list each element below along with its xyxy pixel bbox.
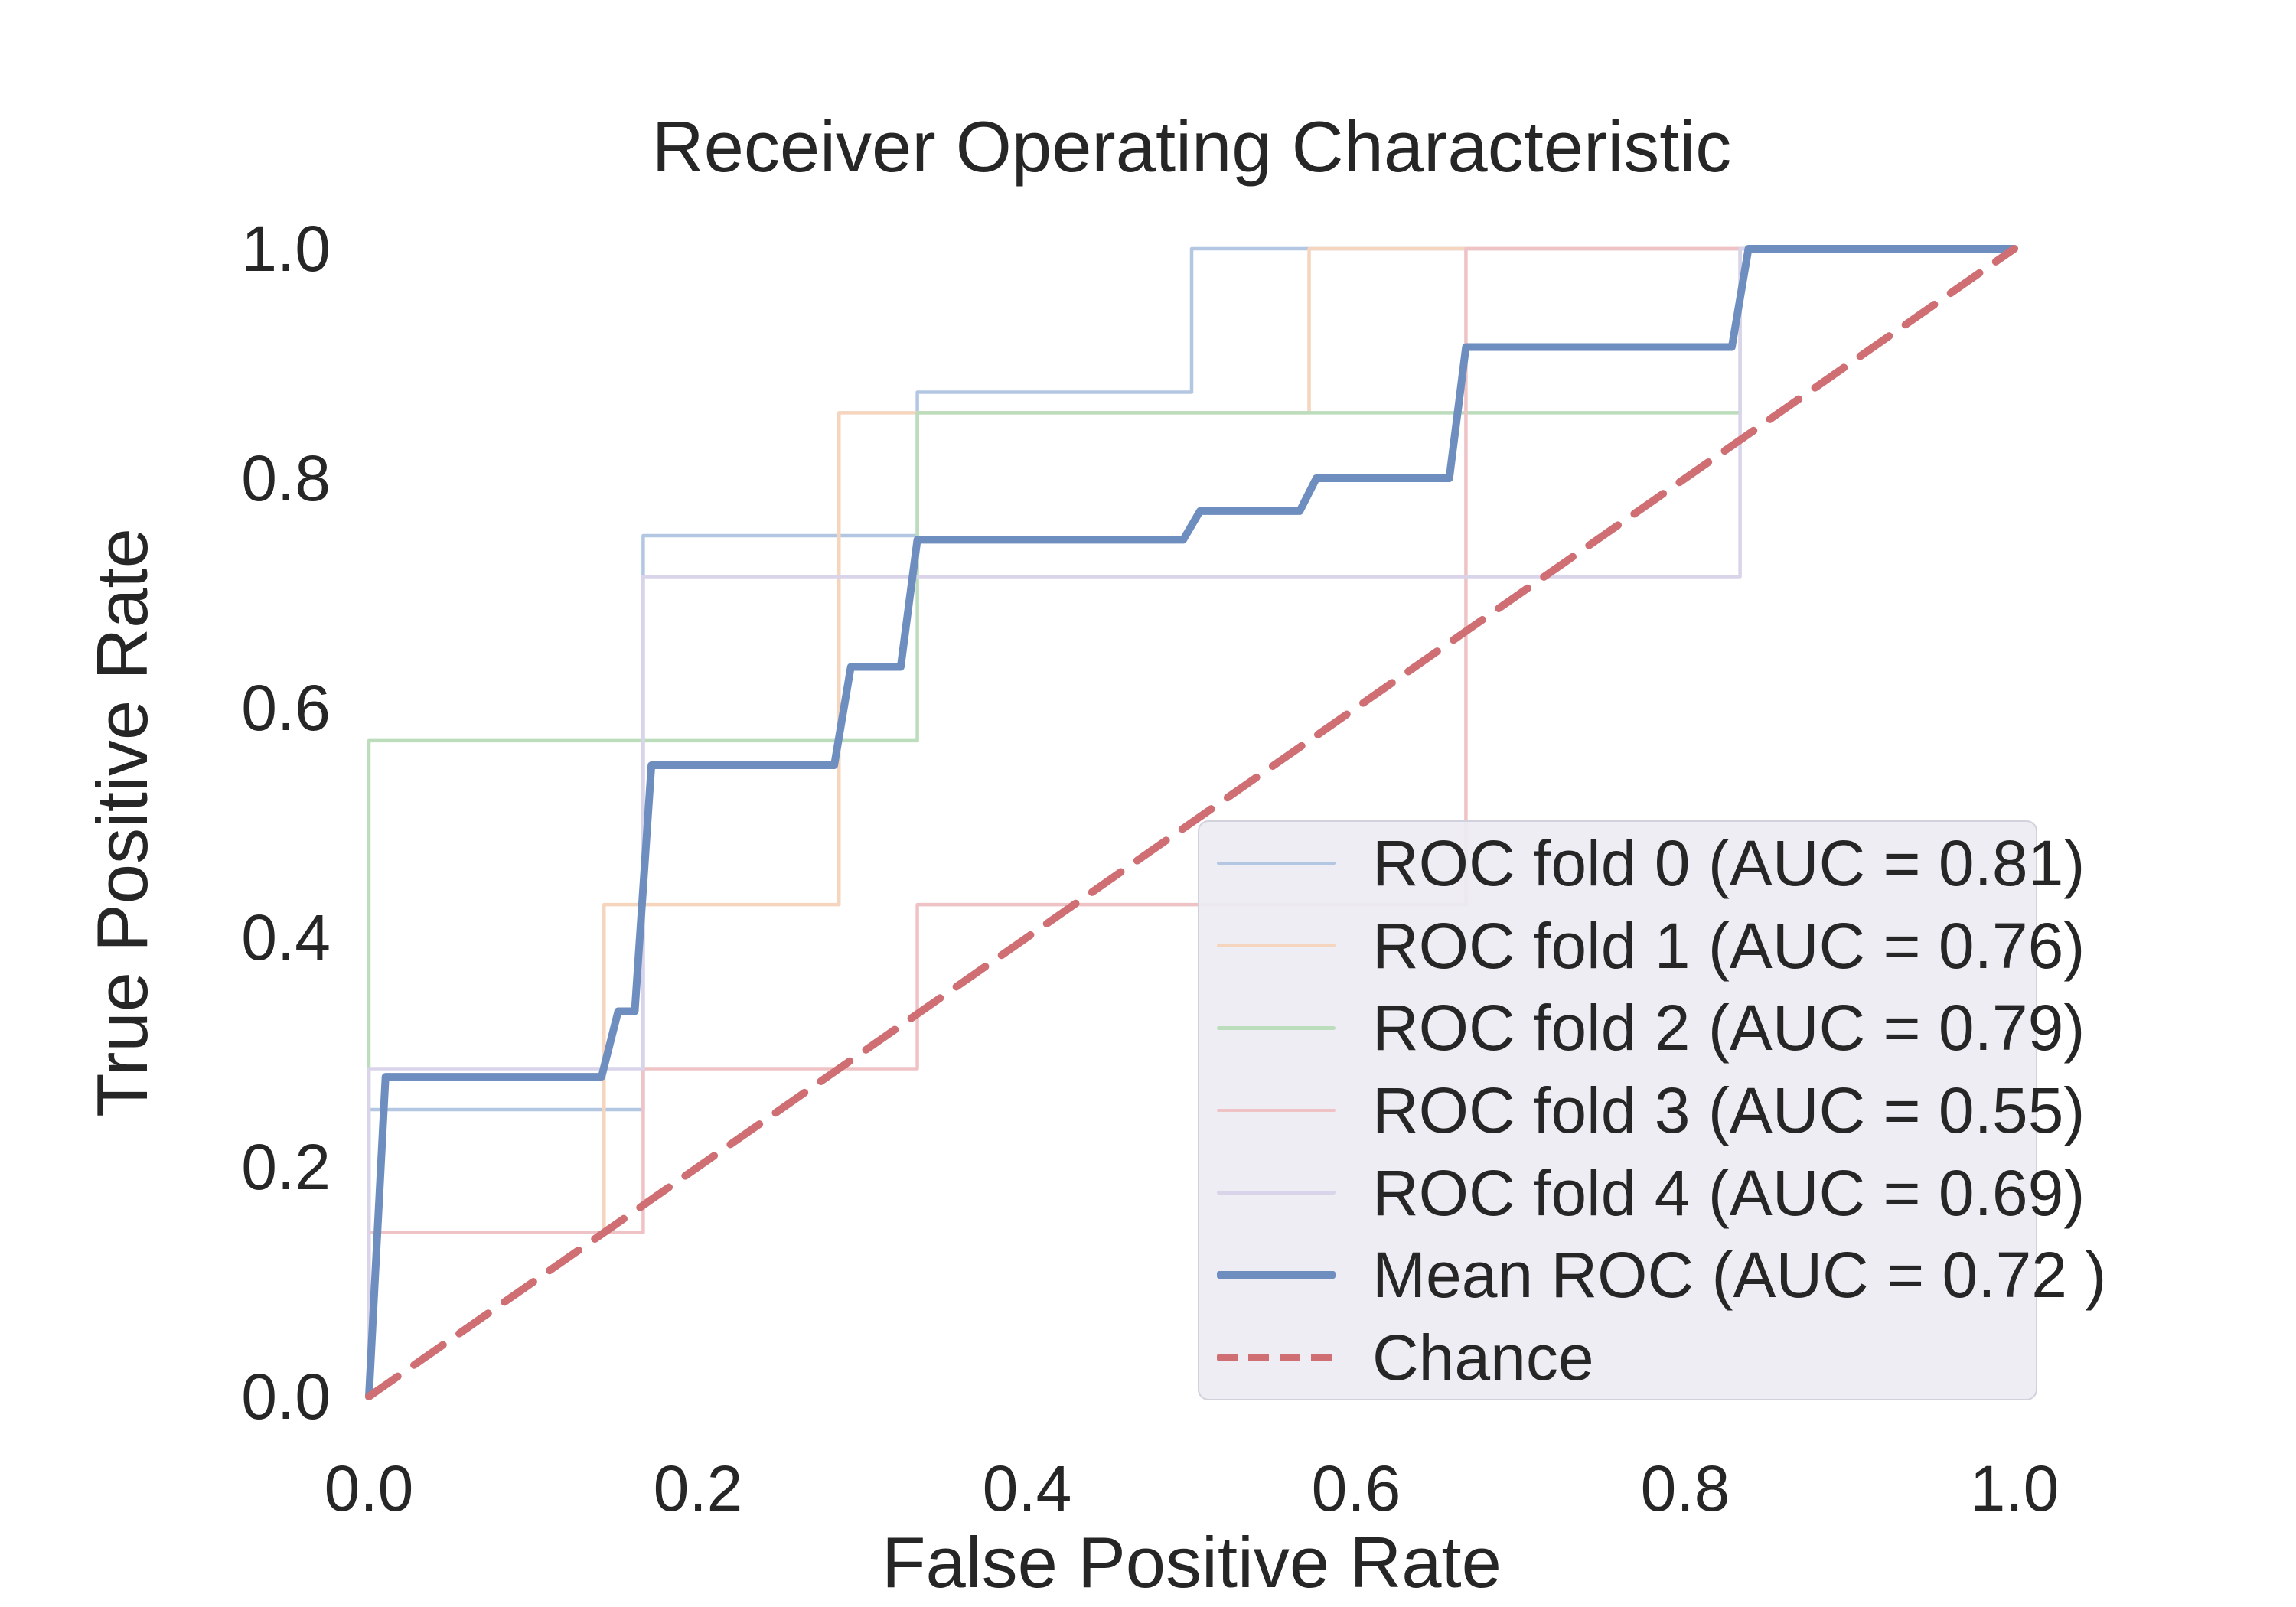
legend-row-roc-fold-1: ROC fold 1 (AUC = 0.76) [1199,905,2085,987]
chance-curve [365,245,2018,1400]
roc-fold-3-legend-label: ROC fold 3 (AUC = 0.55) [1372,1074,2086,1146]
legend-box: ROC fold 0 (AUC = 0.81) ROC fold 1 (AUC =… [1198,820,2106,1400]
x-tick-label-0.8: 0.8 [1640,1452,1730,1524]
legend-row-roc-fold-3: ROC fold 3 (AUC = 0.55) [1199,1069,2085,1152]
roc-fold-0-legend-swatch [1217,861,1336,865]
legend-row-mean-roc: Mean ROC (AUC = 0.72 ) [1199,1234,2106,1317]
roc-fold-2-legend-label: ROC fold 2 (AUC = 0.79) [1372,992,2086,1064]
y-tick-label-1.0: 1.0 [241,213,331,285]
roc-fold-1-legend-swatch [1217,944,1336,947]
roc-fold-1-legend-label: ROC fold 1 (AUC = 0.76) [1372,909,2086,982]
legend-row-chance: Chance [1199,1316,2036,1399]
chance-legend-swatch [1217,1354,1336,1362]
chance-legend-label: Chance [1372,1322,1594,1394]
roc-fold-4-legend-label: ROC fold 4 (AUC = 0.69) [1372,1156,2086,1229]
x-tick-label-0.4: 0.4 [982,1452,1072,1524]
x-tick-label-0.2: 0.2 [653,1452,743,1524]
roc-fold-3-curve [367,246,2017,1399]
x-tick-label-0.6: 0.6 [1311,1452,1401,1524]
x-tick-label-0.0: 0.0 [324,1452,414,1524]
x-tick-label-1.0: 1.0 [1969,1452,2060,1524]
legend-row-roc-fold-0: ROC fold 0 (AUC = 0.81) [1199,822,2085,905]
roc-fold-2-legend-line-icon [1217,1026,1336,1030]
legend-row-roc-fold-2: ROC fold 2 (AUC = 0.79) [1199,986,2085,1069]
roc-fold-1-legend-line-icon [1217,944,1336,947]
roc-fold-4-legend-line-icon [1217,1191,1336,1195]
roc-fold-4-legend-swatch [1217,1191,1336,1195]
mean-roc-legend-line-icon [1217,1271,1336,1279]
chance-legend-line-icon [1217,1354,1336,1362]
roc-fold-3-legend-line-icon [1217,1108,1336,1113]
roc-fold-0-legend-line-icon [1217,861,1336,865]
roc-fold-4-curve [367,246,2017,1399]
mean-roc-legend-label: Mean ROC (AUC = 0.72 ) [1372,1239,2107,1312]
x-axis-label: False Positive Rate [882,1522,1502,1602]
roc-fold-0-legend-label: ROC fold 0 (AUC = 0.81) [1372,826,2086,899]
mean-roc-legend-swatch [1217,1271,1336,1279]
y-axis-label: True Positive Rate [82,528,162,1117]
chart-title: Receiver Operating Characteristic [651,106,1732,187]
mean-roc-curve [365,245,2018,1400]
y-tick-label-0.6: 0.6 [241,672,331,744]
y-tick-label-0.8: 0.8 [241,442,331,514]
y-tick-label-0.4: 0.4 [241,901,331,973]
y-tick-label-0.2: 0.2 [241,1131,331,1203]
legend-row-roc-fold-4: ROC fold 4 (AUC = 0.69) [1199,1152,2085,1234]
roc-fold-2-legend-swatch [1217,1026,1336,1030]
y-tick-label-0.0: 0.0 [241,1361,331,1433]
roc-fold-3-legend-swatch [1217,1108,1336,1113]
